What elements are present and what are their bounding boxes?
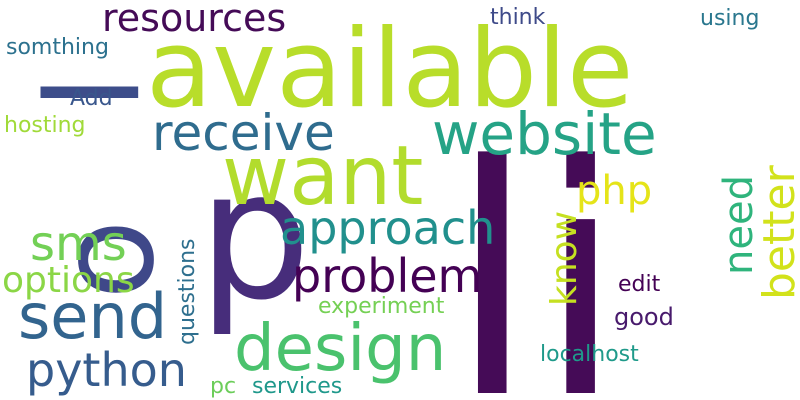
word-services: services <box>252 374 342 399</box>
word-website: website <box>432 100 657 168</box>
word-python: python <box>26 343 187 397</box>
word-know: know <box>544 211 585 306</box>
word-somthing: somthing <box>6 35 109 60</box>
word-using: using <box>700 6 759 31</box>
word-better: better <box>754 164 800 300</box>
word-o: o <box>30 219 184 300</box>
word-problem: problem <box>292 249 482 303</box>
word-questions: questions <box>175 238 200 345</box>
word-p: p <box>198 132 311 339</box>
word-good: good <box>614 303 674 331</box>
word-l: l <box>20 74 169 110</box>
word-receive: receive <box>152 104 335 162</box>
word-edit: edit <box>618 272 661 297</box>
word-sms: sms <box>30 216 127 272</box>
word-think: think <box>490 5 546 30</box>
word-need: need <box>716 175 762 275</box>
word-send: send <box>18 280 167 353</box>
word-experiment: experiment <box>318 294 445 319</box>
word-hosting: hosting <box>4 113 86 138</box>
word-resources: resources <box>102 0 286 40</box>
word-localhost: localhost <box>540 342 639 367</box>
word-approach: approach <box>280 201 495 255</box>
word-li: li <box>448 98 625 400</box>
word-add: Add <box>70 86 113 111</box>
word-options: options <box>2 260 135 301</box>
word-want: want <box>222 129 423 224</box>
word-design: design <box>234 312 446 386</box>
word-available: available <box>146 7 633 132</box>
word-pc: pc <box>210 374 236 399</box>
word-php: php <box>576 168 652 214</box>
